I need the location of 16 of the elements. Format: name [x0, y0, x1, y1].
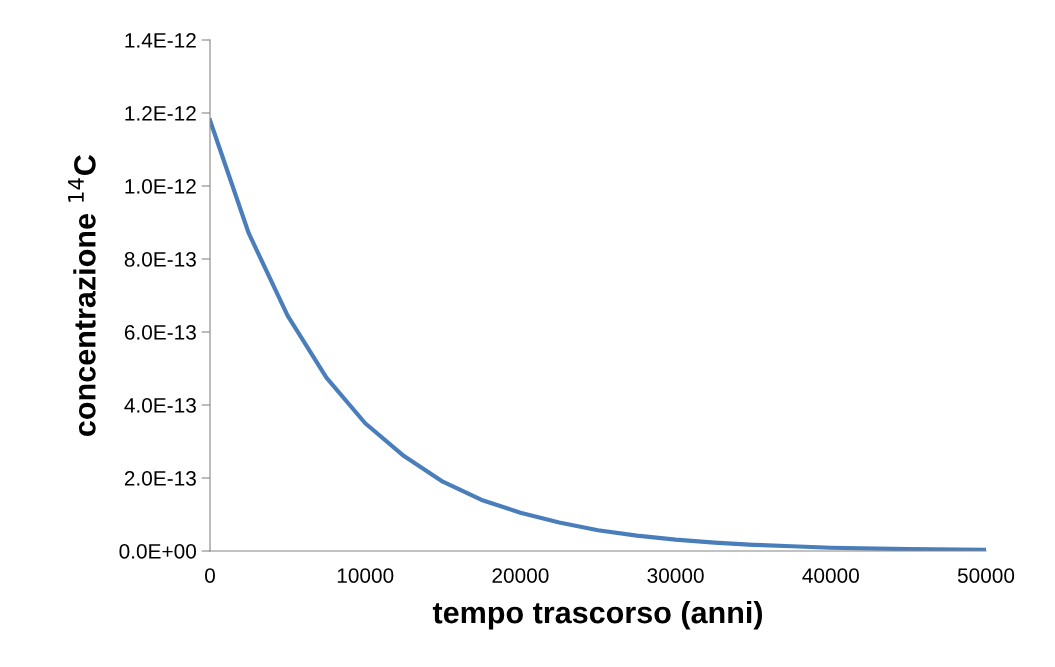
y-tick-label: 1.2E-12: [125, 106, 196, 121]
y-tick-label: 1.4E-12: [125, 33, 196, 48]
x-tick-label: 10000: [337, 568, 394, 583]
y-axis-title: concentrazione $^{14}$C: [68, 154, 96, 436]
y-tick-label: 6.0E-13: [124, 325, 196, 340]
y-tick-label: 1.0E-12: [125, 179, 196, 194]
x-tick-label: 40000: [802, 568, 859, 583]
x-tick-label: 30000: [647, 568, 704, 583]
y-tick-label: 0.0E+00: [119, 544, 196, 559]
x-tick-label: 50000: [957, 568, 1015, 583]
x-tick-label: 0: [205, 568, 215, 583]
y-tick-label: 8.0E-13: [124, 252, 196, 267]
y-tick-label: 4.0E-13: [124, 398, 196, 413]
x-tick-label: 20000: [492, 568, 549, 583]
x-axis-title: tempo trascorso (anni): [432, 600, 763, 630]
y-tick-label: 2.0E-13: [124, 471, 196, 486]
